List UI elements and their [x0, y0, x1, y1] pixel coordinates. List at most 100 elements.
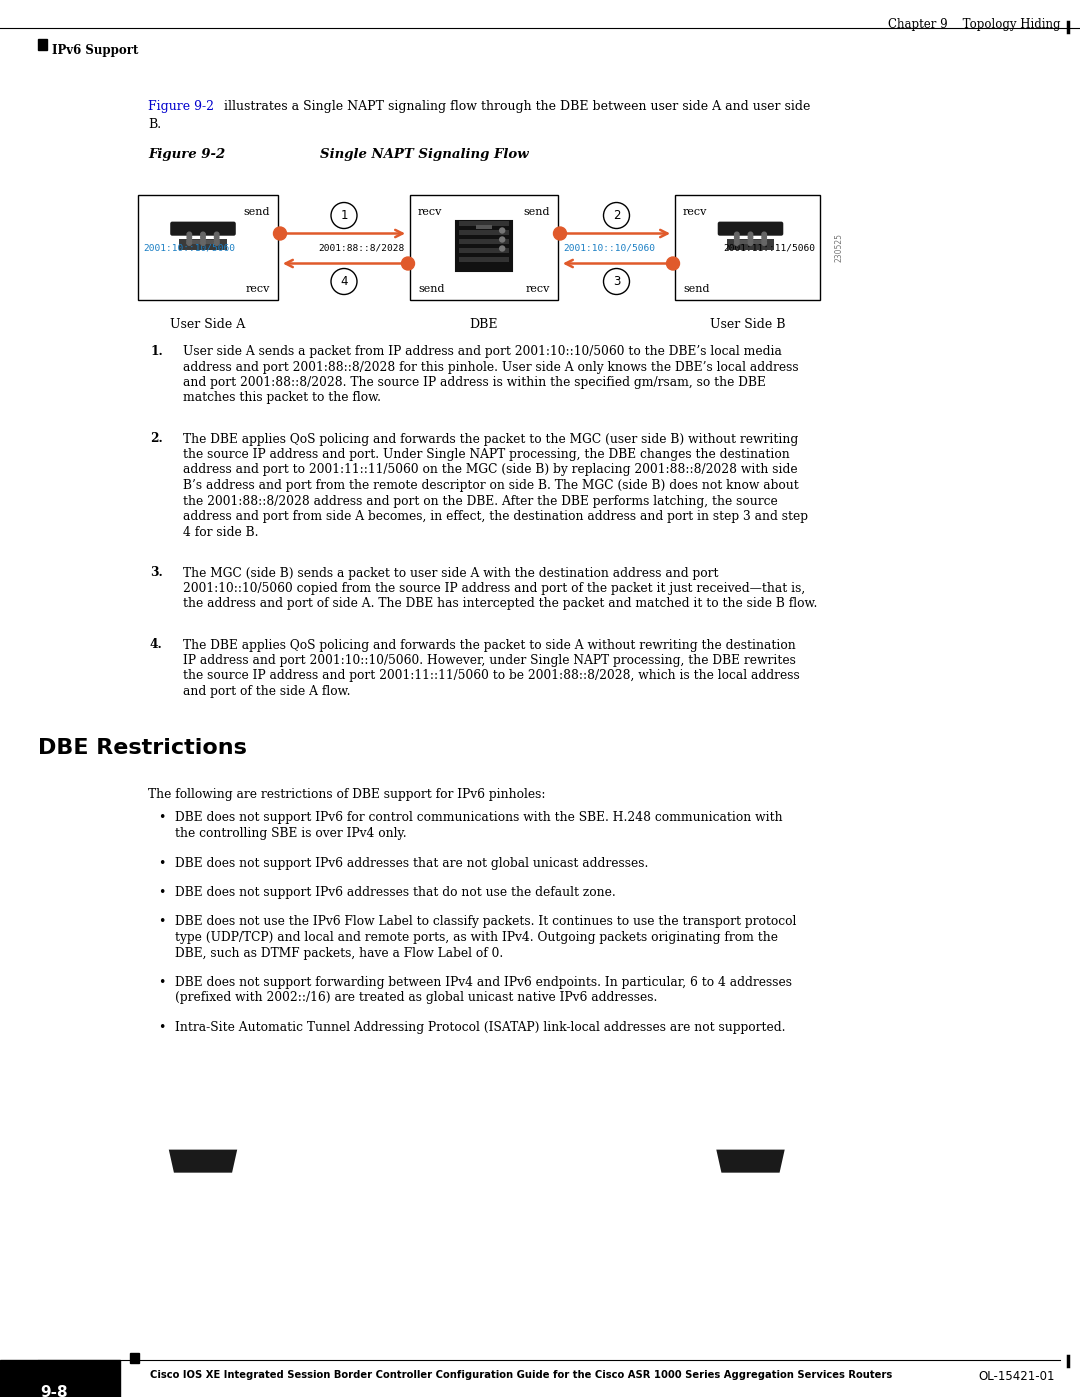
Text: The following are restrictions of DBE support for IPv6 pinholes:: The following are restrictions of DBE su…: [148, 788, 545, 800]
Text: recv: recv: [526, 284, 550, 293]
Text: 2001:10::10/5060: 2001:10::10/5060: [563, 243, 654, 253]
Text: •: •: [159, 1021, 165, 1034]
Circle shape: [761, 232, 767, 236]
Circle shape: [215, 235, 219, 239]
Circle shape: [761, 240, 767, 246]
Bar: [459, 249, 509, 253]
Text: and port 2001:88::8/2028. The source IP address is within the specified gm/rsam,: and port 2001:88::8/2028. The source IP …: [183, 376, 766, 388]
Text: 1.: 1.: [150, 345, 163, 358]
Bar: [38, 39, 48, 50]
Text: 1: 1: [340, 210, 348, 222]
Text: •: •: [159, 886, 165, 900]
Text: OL-15421-01: OL-15421-01: [978, 1370, 1055, 1383]
Circle shape: [748, 235, 753, 239]
Text: recv: recv: [245, 284, 270, 293]
Text: 2001:10::10/5060: 2001:10::10/5060: [143, 243, 235, 253]
FancyBboxPatch shape: [718, 222, 783, 236]
Text: DBE does not support IPv6 for control communications with the SBE. H.248 communi: DBE does not support IPv6 for control co…: [175, 812, 783, 824]
Bar: [459, 231, 509, 235]
Text: The MGC (side B) sends a packet to user side A with the destination address and : The MGC (side B) sends a packet to user …: [183, 567, 718, 580]
Text: User side A sends a packet from IP address and port 2001:10::10/5060 to the DBE’: User side A sends a packet from IP addre…: [183, 345, 782, 358]
Circle shape: [604, 268, 630, 295]
Text: The DBE applies QoS policing and forwards the packet to the MGC (user side B) wi: The DBE applies QoS policing and forward…: [183, 433, 798, 446]
Circle shape: [215, 237, 219, 243]
Bar: [410, 196, 558, 300]
Text: DBE does not use the IPv6 Flow Label to classify packets. It continues to use th: DBE does not use the IPv6 Flow Label to …: [175, 915, 796, 929]
Circle shape: [187, 237, 191, 243]
Bar: [459, 239, 509, 244]
Circle shape: [187, 240, 191, 246]
Circle shape: [215, 240, 219, 246]
Bar: [138, 196, 278, 300]
Circle shape: [748, 240, 753, 246]
Text: DBE Restrictions: DBE Restrictions: [38, 738, 247, 759]
Text: 2: 2: [612, 210, 620, 222]
Text: 4.: 4.: [150, 638, 163, 651]
Circle shape: [604, 203, 630, 229]
Circle shape: [187, 232, 191, 236]
Text: 4: 4: [340, 275, 348, 288]
Polygon shape: [168, 1150, 238, 1172]
Text: 230525: 230525: [835, 233, 843, 263]
Circle shape: [734, 232, 739, 236]
Circle shape: [734, 240, 739, 246]
Bar: [727, 239, 774, 250]
Text: the 2001:88::8/2028 address and port on the DBE. After the DBE performs latching: the 2001:88::8/2028 address and port on …: [183, 495, 778, 507]
Text: recv: recv: [418, 207, 443, 217]
Text: 3.: 3.: [150, 567, 163, 580]
Bar: [733, 240, 767, 244]
Text: 4 for side B.: 4 for side B.: [183, 525, 258, 538]
Text: address and port to 2001:11::11/5060 on the MGC (side B) by replacing 2001:88::8: address and port to 2001:11::11/5060 on …: [183, 464, 798, 476]
Text: User Side A: User Side A: [171, 319, 245, 331]
Circle shape: [748, 237, 753, 243]
Bar: [179, 239, 227, 250]
Text: Intra-Site Automatic Tunnel Addressing Protocol (ISATAP) link-local addresses ar: Intra-Site Automatic Tunnel Addressing P…: [175, 1021, 785, 1034]
Text: 2001:10::10/5060 copied from the source IP address and port of the packet it jus: 2001:10::10/5060 copied from the source …: [183, 583, 806, 595]
Bar: [0, 1361, 120, 1397]
Circle shape: [201, 232, 205, 236]
Circle shape: [402, 257, 415, 270]
Text: the source IP address and port. Under Single NAPT processing, the DBE changes th: the source IP address and port. Under Si…: [183, 448, 789, 461]
Circle shape: [201, 235, 205, 239]
Text: address and port from side A becomes, in effect, the destination address and por: address and port from side A becomes, in…: [183, 510, 808, 522]
Text: the source IP address and port 2001:11::11/5060 to be 2001:88::8/2028, which is : the source IP address and port 2001:11::…: [183, 669, 800, 683]
Text: 3: 3: [612, 275, 620, 288]
Text: DBE does not support forwarding between IPv4 and IPv6 endpoints. In particular, : DBE does not support forwarding between …: [175, 977, 792, 989]
Text: •: •: [159, 812, 165, 824]
Bar: [459, 221, 509, 226]
Text: •: •: [159, 977, 165, 989]
Text: B’s address and port from the remote descriptor on side B. The MGC (side B) does: B’s address and port from the remote des…: [183, 479, 799, 492]
Text: recv: recv: [683, 207, 707, 217]
Text: DBE, such as DTMF packets, have a Flow Label of 0.: DBE, such as DTMF packets, have a Flow L…: [175, 947, 503, 960]
Bar: [459, 257, 509, 263]
Circle shape: [201, 237, 205, 243]
Circle shape: [215, 232, 219, 236]
Text: send: send: [418, 284, 445, 293]
Text: DBE does not support IPv6 addresses that are not global unicast addresses.: DBE does not support IPv6 addresses that…: [175, 856, 648, 869]
Circle shape: [500, 246, 504, 251]
Text: •: •: [159, 915, 165, 929]
FancyBboxPatch shape: [171, 222, 235, 236]
Circle shape: [500, 228, 504, 233]
Text: 2001:88::8/2028: 2001:88::8/2028: [319, 243, 405, 253]
Text: the address and port of side A. The DBE has intercepted the packet and matched i: the address and port of side A. The DBE …: [183, 598, 818, 610]
Text: DBE: DBE: [470, 319, 498, 331]
Circle shape: [666, 257, 679, 270]
Text: B.: B.: [148, 117, 161, 131]
Text: IPv6 Support: IPv6 Support: [52, 43, 138, 57]
Text: matches this packet to the flow.: matches this packet to the flow.: [183, 391, 381, 405]
Circle shape: [201, 240, 205, 246]
Text: Single NAPT Signaling Flow: Single NAPT Signaling Flow: [320, 148, 528, 161]
Text: and port of the side A flow.: and port of the side A flow.: [183, 685, 351, 698]
Circle shape: [734, 235, 739, 239]
Text: 9-8: 9-8: [40, 1384, 68, 1397]
Text: Cisco IOS XE Integrated Session Border Controller Configuration Guide for the Ci: Cisco IOS XE Integrated Session Border C…: [150, 1370, 892, 1380]
Text: send: send: [524, 207, 550, 217]
Circle shape: [500, 237, 504, 242]
Circle shape: [330, 203, 357, 229]
Bar: [675, 196, 820, 300]
Circle shape: [330, 268, 357, 295]
Bar: [456, 221, 512, 271]
Bar: [475, 225, 492, 229]
Text: address and port 2001:88::8/2028 for this pinhole. User side A only knows the DB: address and port 2001:88::8/2028 for thi…: [183, 360, 798, 373]
